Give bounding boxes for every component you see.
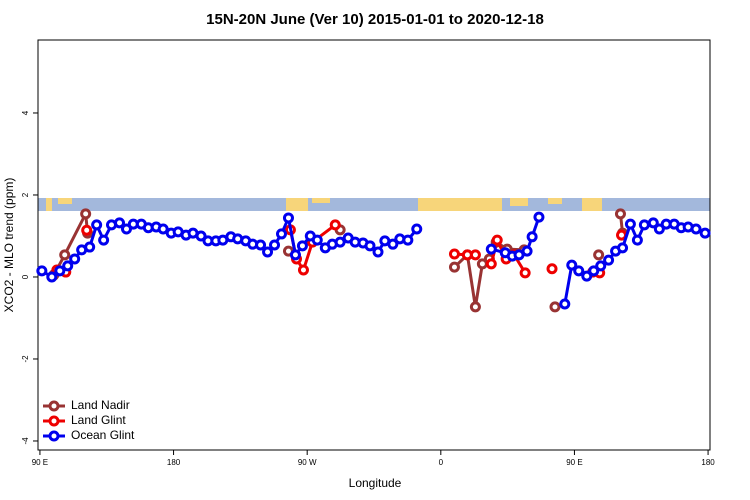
point	[334, 236, 346, 248]
point	[546, 263, 558, 275]
point	[81, 224, 93, 236]
point	[91, 219, 103, 231]
point	[372, 246, 384, 258]
point	[485, 258, 497, 270]
y-tick-label: 0	[21, 274, 30, 279]
point	[593, 249, 605, 261]
point	[533, 211, 545, 223]
y-tick-label: 4	[21, 110, 30, 115]
x-tick-label: 180	[701, 458, 715, 467]
legend-marker	[48, 400, 60, 412]
point	[588, 265, 600, 277]
point	[297, 264, 309, 276]
point	[69, 253, 81, 265]
point	[329, 219, 341, 231]
point	[549, 301, 561, 313]
point	[262, 246, 274, 258]
point	[289, 249, 301, 261]
x-tick-label: 0	[439, 458, 444, 467]
legend-marker	[48, 430, 60, 442]
point	[573, 265, 585, 277]
point	[690, 223, 702, 235]
x-axis-label: Longitude	[349, 476, 402, 490]
point	[411, 223, 423, 235]
x-tick-label: 90 E	[566, 458, 582, 467]
point	[54, 265, 66, 277]
point	[402, 234, 414, 246]
point	[519, 267, 531, 279]
legend-label: Land Nadir	[71, 398, 130, 412]
point	[114, 217, 126, 229]
point	[638, 219, 650, 231]
point	[120, 223, 132, 235]
point	[624, 218, 636, 230]
y-axis-label: XCO2 - MLO trend (ppm)	[2, 178, 16, 313]
point	[699, 227, 711, 239]
point	[282, 212, 294, 224]
point	[296, 240, 308, 252]
point	[387, 238, 399, 250]
y-tick-label: -4	[21, 437, 30, 445]
x-tick-label: 180	[167, 458, 181, 467]
point	[98, 234, 110, 246]
point	[195, 230, 207, 242]
point	[275, 228, 287, 240]
x-tick-label: 90 W	[298, 458, 317, 467]
point	[157, 223, 169, 235]
point	[59, 249, 71, 261]
point	[80, 208, 92, 220]
point	[491, 234, 503, 246]
point	[566, 259, 578, 271]
point	[469, 249, 481, 261]
point	[581, 270, 593, 282]
point	[36, 265, 48, 277]
point	[255, 239, 267, 251]
point	[62, 260, 74, 272]
point	[311, 234, 323, 246]
point	[46, 271, 58, 283]
legend-label: Land Glint	[71, 413, 126, 427]
point	[653, 223, 665, 235]
point	[603, 254, 615, 266]
point	[448, 261, 460, 273]
y-tick-label: 2	[21, 192, 30, 197]
point	[526, 231, 538, 243]
point	[485, 243, 497, 255]
x-tick-label: 90 E	[32, 458, 48, 467]
point	[364, 240, 376, 252]
point	[647, 217, 659, 229]
point	[448, 248, 460, 260]
map-strip	[38, 198, 710, 211]
y-tick-label: -2	[21, 355, 30, 363]
legend-label: Ocean Glint	[71, 428, 135, 442]
point	[617, 242, 629, 254]
plot-frame	[37, 39, 711, 451]
chart-title: 15N-20N June (Ver 10) 2015-01-01 to 2020…	[206, 11, 544, 28]
point	[269, 239, 281, 251]
point	[614, 208, 626, 220]
point	[559, 298, 571, 310]
point	[595, 260, 607, 272]
point	[84, 241, 96, 253]
point	[521, 245, 533, 257]
point	[631, 234, 643, 246]
point	[469, 301, 481, 313]
legend-marker	[48, 415, 60, 427]
